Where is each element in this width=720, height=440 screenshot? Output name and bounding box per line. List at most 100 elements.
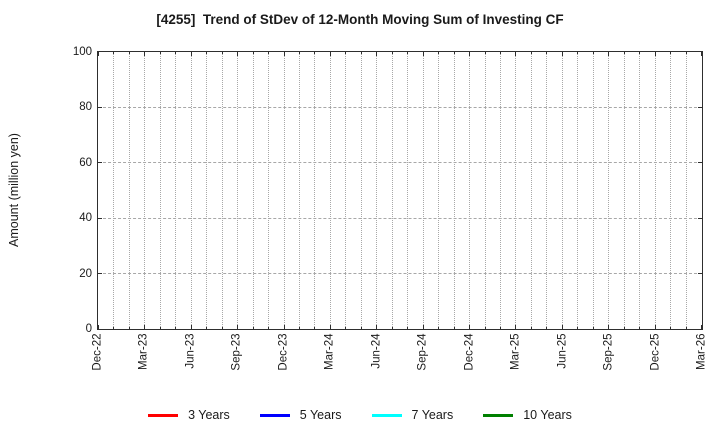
y-tick-label: 100 (72, 46, 92, 58)
x-major-tick (654, 52, 656, 56)
x-minor-tick (500, 327, 501, 329)
gridline-vertical (113, 52, 115, 329)
legend-line-sample (148, 413, 179, 417)
gridline-vertical (484, 52, 486, 329)
x-minor-tick (685, 52, 687, 54)
gridline-horizontal (98, 162, 702, 164)
x-major-tick (701, 325, 702, 329)
gridline-vertical (561, 52, 563, 329)
gridline-vertical (268, 52, 270, 329)
x-major-tick (237, 325, 239, 329)
gridline-vertical (159, 52, 161, 329)
x-minor-tick (484, 52, 486, 54)
gridline-vertical (206, 52, 208, 329)
x-minor-tick (206, 52, 208, 54)
gridline-vertical (391, 52, 393, 329)
x-minor-tick (360, 327, 362, 329)
x-minor-tick (221, 52, 223, 54)
x-major-tick (469, 325, 471, 329)
x-minor-tick (500, 52, 501, 54)
gridline-vertical (500, 52, 501, 329)
legend-line-sample (371, 413, 402, 417)
x-minor-tick (159, 52, 161, 54)
gridline-vertical (623, 52, 625, 329)
x-major-tick (376, 325, 378, 329)
x-major-tick (144, 325, 146, 329)
gridline-vertical (407, 52, 409, 329)
gridline-vertical (438, 52, 440, 329)
x-major-tick (422, 325, 424, 329)
x-minor-tick (268, 327, 270, 329)
x-major-tick (376, 52, 378, 56)
gridline-vertical (515, 52, 517, 329)
legend-item: 3 Years (148, 408, 230, 422)
y-tick-label: 60 (79, 156, 92, 169)
x-major-tick (654, 325, 656, 329)
x-minor-tick (175, 52, 177, 54)
x-tick-label: Sep-24 (416, 333, 429, 371)
x-minor-tick (299, 52, 300, 54)
x-major-tick (608, 52, 610, 56)
x-minor-tick (221, 327, 223, 329)
y-major-tick (98, 217, 102, 219)
x-minor-tick (623, 327, 625, 329)
x-minor-tick (113, 327, 115, 329)
x-minor-tick (592, 52, 594, 54)
x-minor-tick (128, 327, 130, 329)
legend-item: 7 Years (371, 408, 454, 422)
x-tick-label: Jun-25 (556, 333, 569, 369)
x-major-tick (283, 325, 285, 329)
legend-line-sample (259, 413, 290, 417)
x-major-tick (98, 325, 99, 329)
x-minor-tick (113, 52, 115, 54)
gridline-vertical (453, 52, 455, 329)
gridline-horizontal (98, 107, 702, 109)
y-axis-title: Amount (million yen) (7, 133, 21, 247)
legend-line-sample (483, 413, 514, 417)
gridline-vertical (530, 52, 532, 329)
x-minor-tick (546, 52, 548, 54)
gridline-horizontal (98, 272, 702, 274)
gridline-vertical (592, 52, 594, 329)
x-major-tick (515, 52, 517, 56)
x-minor-tick (592, 327, 594, 329)
gridline-vertical (685, 52, 687, 329)
gridline-vertical (237, 52, 239, 329)
x-minor-tick (639, 52, 641, 54)
y-major-tick (698, 107, 702, 109)
x-minor-tick (407, 52, 409, 54)
gridline-vertical (329, 52, 331, 329)
x-tick-label: Mar-24 (323, 333, 336, 370)
gridline-vertical (670, 52, 672, 329)
x-major-tick (190, 52, 192, 56)
legend-label: 10 Years (523, 408, 572, 422)
x-tick-label: Mar-23 (137, 333, 150, 370)
x-tick-label: Dec-24 (463, 333, 476, 371)
x-major-tick (190, 325, 192, 329)
x-major-tick (561, 52, 563, 56)
x-minor-tick (530, 52, 532, 54)
x-minor-tick (670, 52, 672, 54)
x-minor-tick (685, 327, 687, 329)
x-major-tick (469, 52, 471, 56)
x-minor-tick (391, 52, 393, 54)
x-minor-tick (252, 327, 254, 329)
x-minor-tick (128, 52, 130, 54)
x-major-tick (237, 52, 239, 56)
gridline-vertical (128, 52, 130, 329)
gridline-vertical (360, 52, 362, 329)
plot-area (97, 51, 703, 330)
x-tick-label: Dec-22 (91, 333, 104, 371)
x-minor-tick (360, 52, 362, 54)
x-minor-tick (345, 327, 347, 329)
x-tick-label: Mar-26 (695, 333, 708, 370)
x-minor-tick (206, 327, 208, 329)
legend: 3 Years 5 Years 7 Years 10 Years (0, 406, 720, 424)
gridline-vertical (299, 52, 300, 329)
x-tick-label: Sep-23 (230, 333, 243, 371)
gridline-vertical (608, 52, 610, 329)
x-minor-tick (453, 327, 455, 329)
gridline-vertical (376, 52, 378, 329)
gridline-vertical (654, 52, 656, 329)
legend-label: 7 Years (411, 408, 454, 422)
